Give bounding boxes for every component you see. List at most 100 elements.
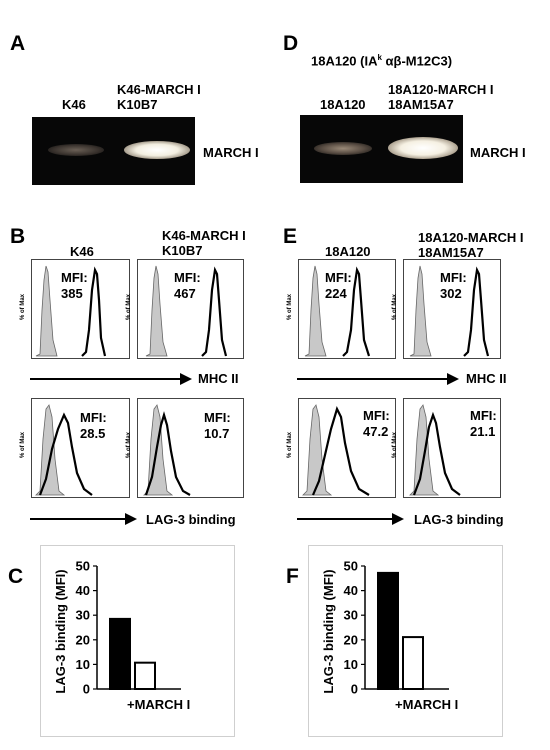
panel-d-title-pre: 18A120 (IA [311, 53, 378, 69]
mfi-label: MFI: [325, 270, 352, 285]
panel-e-mhc-hist-2 [403, 259, 501, 359]
mfi-value: 302 [440, 286, 462, 301]
panel-c-y-axis-label: LAG-3 binding (MFI) [53, 569, 68, 693]
isotype-control-curve [35, 404, 66, 496]
panel-b-lag-ylabel-1: % of Max [20, 431, 26, 458]
panel-b-letter: B [10, 225, 26, 248]
isotype-control-curve [304, 265, 327, 357]
panel-d-title: 18A120 (IAk αβ-M12C3) [311, 50, 452, 68]
panel-d-letter: D [283, 32, 299, 55]
isotype-control-curve [409, 265, 432, 357]
panel-c-x-axis-label: +MARCH I [127, 697, 190, 712]
panel-d-title-sup: k [377, 53, 382, 62]
mfi-label: MFI: [80, 410, 107, 425]
panel-c-bar-2 [134, 661, 156, 691]
panel-b-mhc-ylabel-2: % of Max [126, 293, 132, 320]
panel-b-lag-hist-2-plot [143, 404, 191, 496]
mfi-value: 10.7 [204, 426, 230, 441]
panel-b-col2-line2: K10B7 [162, 243, 203, 258]
panel-c-bar-1 [109, 617, 131, 690]
mfi-value: 224 [325, 286, 347, 301]
panel-e-lag-hist-2-plot [409, 404, 461, 496]
panel-e-lag-mfi-2: MFI: 21.1 [470, 408, 497, 440]
arrow-head [180, 373, 192, 385]
panel-b-lag-hist-1-plot [35, 404, 93, 496]
panel-a-lane2-line1: K46-MARCH I [117, 82, 201, 97]
panel-b-mhc-hist-1-plot [35, 265, 107, 357]
panel-f-y-tick-label: 50 [344, 559, 358, 574]
panel-e-lag-mfi-1: MFI: 47.2 [363, 408, 390, 440]
isotype-control-curve [143, 404, 174, 496]
panel-d-lane2-label: 18A120-MARCH I 18AM15A7 [388, 82, 493, 112]
lag3-binding-curve [144, 411, 191, 496]
panel-d-gel [300, 115, 463, 183]
panel-e-mhc-hist-1-plot [304, 265, 371, 357]
panel-e-mhc-hist-2-plot [409, 265, 490, 357]
panel-b-col2-line1: K46-MARCH I [162, 228, 246, 243]
panel-e-mhc-mfi-2: MFI: 302 [440, 270, 467, 302]
panel-f-y-tick-label: 20 [344, 632, 358, 647]
panel-e-letter: E [283, 225, 298, 248]
panel-d-gel-label: MARCH I [470, 145, 526, 160]
mfi-value: 385 [61, 286, 83, 301]
panel-f-y-tick-label: 30 [344, 608, 358, 623]
panel-a-gel-label: MARCH I [203, 145, 259, 160]
panel-b-mhc-axis-label: MHC II [198, 371, 239, 386]
mfi-label: MFI: [440, 270, 467, 285]
isotype-control-curve [409, 404, 440, 496]
mhc-stain-curve [201, 266, 228, 357]
panel-d-lane2-line1: 18A120-MARCH I [388, 82, 494, 97]
panel-b-lag-axis-label: LAG-3 binding [146, 512, 236, 527]
arrow-head [125, 513, 137, 525]
panel-e-lag-hist-1 [298, 398, 396, 498]
panel-b-mhc-hist-2-plot [145, 265, 228, 357]
mfi-label: MFI: [363, 408, 390, 423]
panel-e-mhc-ylabel-2: % of Max [392, 293, 398, 320]
panel-e-col2-line2: 18AM15A7 [418, 245, 484, 260]
panel-d-gel-band-1 [314, 142, 372, 155]
panel-d-title-post: αβ-M12C3) [381, 53, 453, 69]
panel-c-y-tick-label: 10 [76, 657, 90, 672]
panel-a-gel-band-2 [124, 141, 190, 159]
panel-f-bar-1 [377, 571, 399, 690]
panel-c-y-tick-label: 20 [76, 632, 90, 647]
panel-b-mhc-hist-2 [137, 259, 244, 359]
isotype-control-curve [35, 265, 58, 357]
panel-b-lag-hist-1 [31, 398, 130, 498]
panel-b-lag-ylabel-2: % of Max [126, 431, 132, 458]
mfi-value: 21.1 [470, 424, 496, 439]
mfi-value: 467 [174, 286, 196, 301]
panel-b-lag-mfi-1: MFI: 28.5 [80, 410, 107, 442]
panel-c-y-tick-label: 50 [76, 559, 90, 574]
panel-f-y-tick-label: 10 [344, 657, 358, 672]
panel-e-lag-arrow [297, 513, 404, 525]
panel-e-lag-ylabel-2: % of Max [392, 431, 398, 458]
panel-b-lag-arrow [30, 513, 137, 525]
panel-b-lag-hist-2 [137, 398, 244, 498]
panel-f-y-axis-label: LAG-3 binding (MFI) [321, 569, 336, 693]
panel-f-y-tick-label: 0 [351, 682, 358, 697]
panel-a-lane2-label: K46-MARCH I K10B7 [117, 82, 201, 112]
panel-f-letter: F [286, 565, 299, 588]
panel-f-bar-2 [402, 636, 424, 690]
panel-b-mhc-hist-1 [31, 259, 130, 359]
isotype-control-curve [302, 404, 333, 496]
panel-c-y-tick-label: 0 [83, 682, 90, 697]
panel-a-lane2-line2: K10B7 [117, 97, 158, 112]
panel-e-mhc-arrow [297, 373, 459, 385]
panel-e-col2-label: 18A120-MARCH I 18AM15A7 [418, 230, 523, 260]
panel-e-lag-axis-label: LAG-3 binding [414, 512, 504, 527]
panel-b-mhc-ylabel-1: % of Max [20, 293, 26, 320]
arrow-head [392, 513, 404, 525]
panel-e-mhc-axis-label: MHC II [466, 371, 507, 386]
panel-e-col1-label: 18A120 [325, 244, 371, 259]
panel-d-gel-band-2 [388, 137, 458, 159]
panel-e-lag-ylabel-1: % of Max [287, 431, 293, 458]
panel-f-x-axis-label: +MARCH I [395, 697, 458, 712]
arrow-head [447, 373, 459, 385]
mfi-value: 47.2 [363, 424, 389, 439]
lag3-binding-curve [412, 411, 461, 496]
panel-a-gel-band-1 [48, 144, 104, 156]
mfi-label: MFI: [174, 270, 201, 285]
panel-d-lane2-line2: 18AM15A7 [388, 97, 454, 112]
